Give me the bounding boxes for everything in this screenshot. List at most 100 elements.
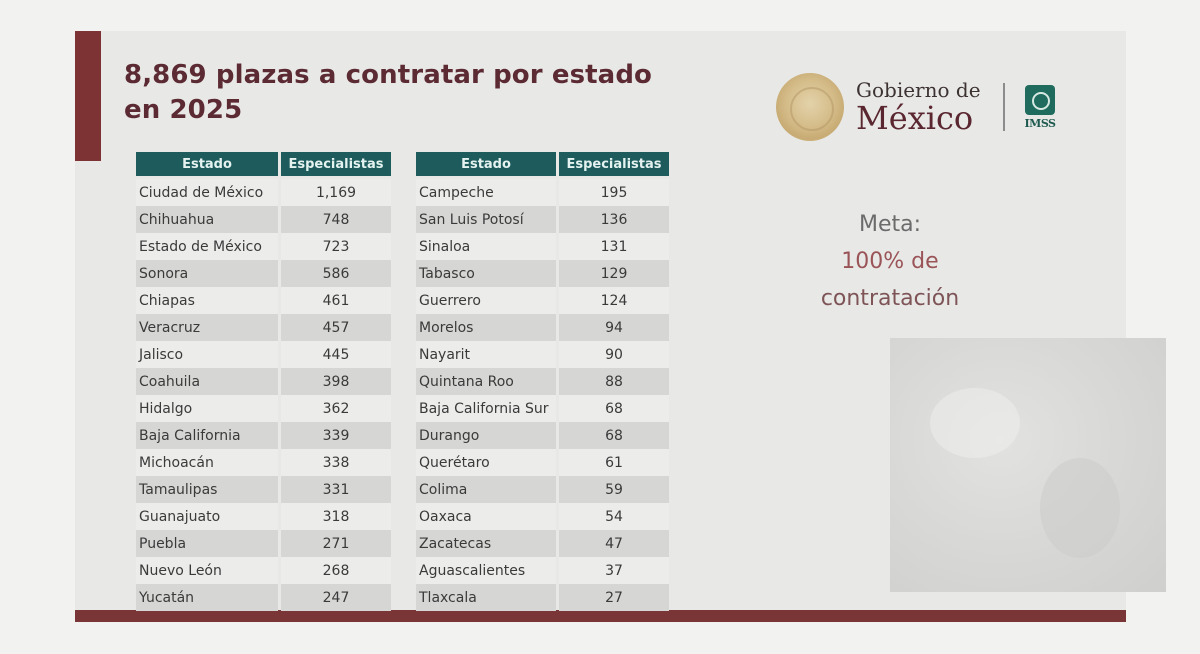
imss-logo-icon: [1025, 84, 1056, 115]
specialists-count: 457: [281, 314, 391, 341]
table-row: Tlaxcala 27: [416, 584, 669, 611]
specialists-count: 68: [559, 395, 669, 422]
table-row: Puebla 271: [136, 530, 391, 557]
state-name: Oaxaca: [416, 503, 556, 530]
specialists-count: 268: [281, 557, 391, 584]
specialists-count: 1,169: [281, 179, 391, 206]
state-name: San Luis Potosí: [416, 206, 556, 233]
background-photo: [890, 338, 1166, 592]
specialists-count: 129: [559, 260, 669, 287]
table-row: Baja California 339: [136, 422, 391, 449]
column-header-estado: Estado: [416, 152, 556, 179]
table-row: Morelos 94: [416, 314, 669, 341]
specialists-count: 723: [281, 233, 391, 260]
table-row: Tabasco 129: [416, 260, 669, 287]
specialists-count: 27: [559, 584, 669, 611]
specialists-count: 398: [281, 368, 391, 395]
specialists-count: 47: [559, 530, 669, 557]
state-name: Morelos: [416, 314, 556, 341]
table-row: Coahuila 398: [136, 368, 391, 395]
goal-label: Meta:: [858, 212, 922, 237]
state-name: Jalisco: [136, 341, 278, 368]
specialists-count: 54: [559, 503, 669, 530]
specialists-count: 586: [281, 260, 391, 287]
state-name: Nuevo León: [136, 557, 278, 584]
table-row: Sinaloa 131: [416, 233, 669, 260]
state-name: Querétaro: [416, 449, 556, 476]
specialists-count: 318: [281, 503, 391, 530]
table-row: Oaxaca 54: [416, 503, 669, 530]
table-row: Nuevo León 268: [136, 557, 391, 584]
table-row: Zacatecas 47: [416, 530, 669, 557]
table-row: Jalisco 445: [136, 341, 391, 368]
specialists-count: 136: [559, 206, 669, 233]
specialists-count: 94: [559, 314, 669, 341]
table-row: Veracruz 457: [136, 314, 391, 341]
state-name: Guanajuato: [136, 503, 278, 530]
table-row: Estado de México 723: [136, 233, 391, 260]
state-name: Chihuahua: [136, 206, 278, 233]
specialists-count: 338: [281, 449, 391, 476]
specialists-count: 37: [559, 557, 669, 584]
column-header-especialistas: Especialistas: [281, 152, 391, 179]
specialists-count: 68: [559, 422, 669, 449]
table-row: Michoacán 338: [136, 449, 391, 476]
table-row: Colima 59: [416, 476, 669, 503]
state-name: Colima: [416, 476, 556, 503]
state-name: Tamaulipas: [136, 476, 278, 503]
states-table-right: Estado Especialistas Campeche 195 San Lui…: [413, 152, 672, 611]
state-name: Veracruz: [136, 314, 278, 341]
specialists-count: 61: [559, 449, 669, 476]
state-name: Hidalgo: [136, 395, 278, 422]
title-line-2: en 2025: [124, 95, 243, 125]
table-row: Campeche 195: [416, 179, 669, 206]
table-row: Sonora 586: [136, 260, 391, 287]
table-row: Ciudad de México 1,169: [136, 179, 391, 206]
specialists-count: 90: [559, 341, 669, 368]
title-line-1: 8,869 plazas a contratar por estado: [124, 60, 652, 90]
table-row: Guanajuato 318: [136, 503, 391, 530]
specialists-count: 445: [281, 341, 391, 368]
accent-bar-bottom: [75, 610, 1126, 622]
goal-description: contratación: [820, 286, 960, 311]
state-name: Puebla: [136, 530, 278, 557]
table-row: Tamaulipas 331: [136, 476, 391, 503]
state-name: Chiapas: [136, 287, 278, 314]
table-row: Baja California Sur 68: [416, 395, 669, 422]
state-name: Nayarit: [416, 341, 556, 368]
specialists-count: 339: [281, 422, 391, 449]
state-name: Guerrero: [416, 287, 556, 314]
specialists-count: 88: [559, 368, 669, 395]
state-name: Campeche: [416, 179, 556, 206]
specialists-count: 131: [559, 233, 669, 260]
specialists-count: 748: [281, 206, 391, 233]
goal-statement: Meta: 100% de contratación: [790, 206, 990, 317]
states-table-left: Estado Especialistas Ciudad de México 1,1…: [133, 152, 394, 611]
table-header-row: Estado Especialistas: [416, 152, 669, 179]
state-name: Baja California Sur: [416, 395, 556, 422]
specialists-count: 461: [281, 287, 391, 314]
state-name: Yucatán: [136, 584, 278, 611]
column-header-especialistas: Especialistas: [559, 152, 669, 179]
mexico-text: México: [856, 99, 974, 137]
table-row: Guerrero 124: [416, 287, 669, 314]
specialists-count: 195: [559, 179, 669, 206]
specialists-count: 124: [559, 287, 669, 314]
state-name: Sinaloa: [416, 233, 556, 260]
state-name: Coahuila: [136, 368, 278, 395]
table-row: Quintana Roo 88: [416, 368, 669, 395]
specialists-count: 271: [281, 530, 391, 557]
state-name: Tlaxcala: [416, 584, 556, 611]
state-name: Durango: [416, 422, 556, 449]
state-name: Ciudad de México: [136, 179, 278, 206]
gobierno-wordmark: Gobierno de México: [856, 79, 981, 135]
specialists-count: 247: [281, 584, 391, 611]
imss-text: IMSS: [1024, 116, 1056, 130]
logo-divider: [1002, 83, 1005, 131]
state-name: Baja California: [136, 422, 278, 449]
gobierno-de-text: Gobierno de: [856, 78, 981, 102]
state-name: Tabasco: [416, 260, 556, 287]
specialists-count: 362: [281, 395, 391, 422]
state-name: Quintana Roo: [416, 368, 556, 395]
state-name: Michoacán: [136, 449, 278, 476]
